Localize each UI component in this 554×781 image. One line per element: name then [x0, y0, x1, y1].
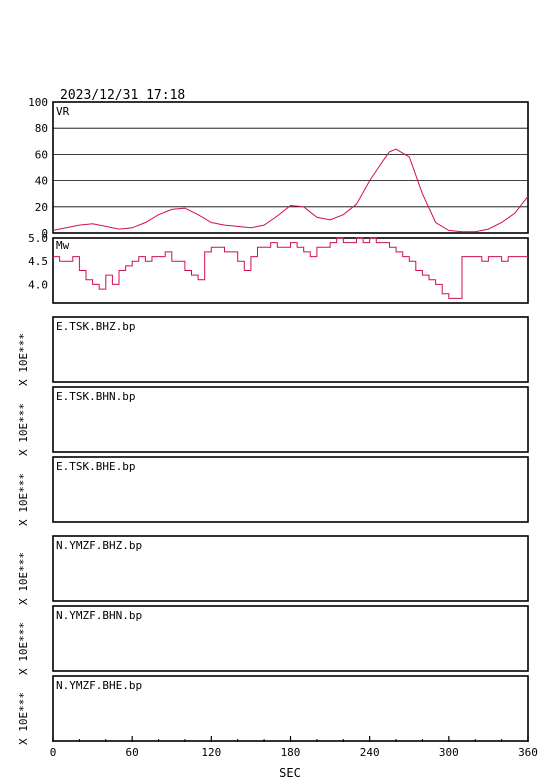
trace-frame — [52, 535, 529, 602]
x-tick-label: 120 — [201, 746, 221, 759]
trace-frame — [52, 456, 529, 523]
trace-panel: N.YMZF.BHZ.bp X 10E*** — [17, 535, 529, 605]
mw-ytick-label: 4.0 — [28, 278, 48, 291]
mw-ytick-label: 5.0 — [28, 232, 48, 245]
trace-label: N.YMZF.BHE.bp — [56, 679, 142, 692]
trace-ylabel: X 10E*** — [17, 473, 30, 526]
trace-ylabel: X 10E*** — [17, 692, 30, 745]
vr-ytick-label: 60 — [35, 148, 48, 161]
trace-label: N.YMZF.BHN.bp — [56, 609, 142, 622]
trace-ylabel: X 10E*** — [17, 552, 30, 605]
mw-frame — [52, 237, 529, 304]
trace-frame — [52, 386, 529, 453]
trace-frame — [52, 605, 529, 672]
mw-ytick-label: 4.5 — [28, 255, 48, 268]
trace-panel: N.YMZF.BHN.bp X 10E*** — [17, 605, 529, 675]
trace-panel: N.YMZF.BHE.bp X 10E*** — [17, 675, 529, 745]
trace-panel: E.TSK.BHZ.bp X 10E*** — [17, 316, 529, 386]
mw-series-line — [53, 237, 528, 299]
x-tick-label: 180 — [281, 746, 301, 759]
vr-ytick-label: 40 — [35, 175, 48, 188]
x-tick-label: 300 — [439, 746, 459, 759]
trace-label: E.TSK.BHN.bp — [56, 390, 135, 403]
trace-panel: E.TSK.BHE.bp X 10E*** — [17, 456, 529, 526]
vr-ytick-label: 0 — [41, 227, 48, 240]
datetime-label: 2023/12/31 17:18 — [60, 88, 185, 103]
trace-ylabel: X 10E*** — [17, 622, 30, 675]
vr-panel: 100 80 60 40 20 0 VR — [28, 96, 529, 240]
trace-label: E.TSK.BHE.bp — [56, 460, 135, 473]
trace-ylabel: X 10E*** — [17, 403, 30, 456]
vr-ytick-label: 100 — [28, 96, 48, 109]
trace-label: N.YMZF.BHZ.bp — [56, 539, 142, 552]
vr-frame — [52, 101, 529, 234]
vr-ytick-label: 20 — [35, 201, 48, 214]
mw-label: Mw — [56, 239, 70, 252]
trace-label: E.TSK.BHZ.bp — [56, 320, 135, 333]
mw-panel: 5.0 4.5 4.0 Mw — [28, 232, 529, 304]
x-tick-label: 360 — [518, 746, 538, 759]
x-tick-label: 0 — [50, 746, 57, 759]
trace-panels: E.TSK.BHZ.bp X 10E*** E.TSK.BHN.bp X 10E***… — [17, 316, 529, 745]
vr-ytick-label: 80 — [35, 122, 48, 135]
x-axis-label: SEC — [279, 766, 301, 780]
trace-ylabel: X 10E*** — [17, 333, 30, 386]
vr-label: VR — [56, 105, 70, 118]
x-axis: 0 60 120 180 240 300 360 — [50, 736, 538, 759]
x-tick-label: 240 — [360, 746, 380, 759]
trace-frame — [52, 316, 529, 383]
x-tick-label: 60 — [126, 746, 139, 759]
vr-series-line — [52, 148, 529, 233]
trace-panel: E.TSK.BHN.bp X 10E*** — [17, 386, 529, 456]
